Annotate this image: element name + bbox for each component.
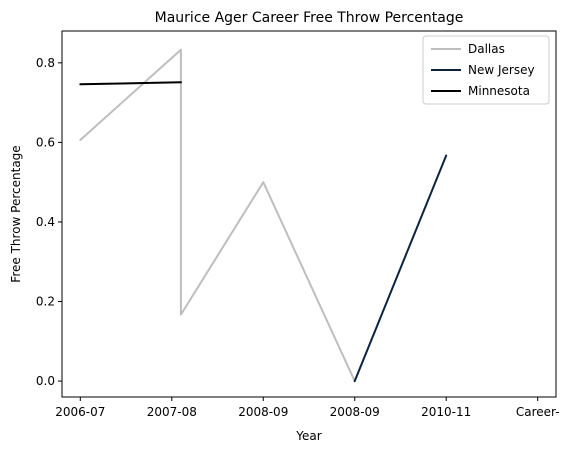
chart-title: Maurice Ager Career Free Throw Percentag…	[155, 10, 464, 26]
x-axis: 2006-07 2007-08 2008-09 2008-09 2010-11 Caree…	[55, 397, 560, 419]
legend: Dallas New Jersey Minnesota	[422, 35, 550, 105]
series-line-dallas	[79, 48, 356, 383]
y-tick-label: 0.8	[36, 56, 55, 70]
legend-label: Minnesota	[468, 84, 530, 98]
plot-area	[61, 30, 557, 398]
y-axis: 0.0 0.2 0.4 0.6 0.8	[36, 56, 62, 388]
x-tick-label: 2008-09	[238, 405, 288, 419]
x-axis-label: Year	[295, 429, 321, 443]
x-tick-label: Career-	[516, 405, 560, 419]
y-tick-label: 0.0	[36, 374, 55, 388]
legend-label: New Jersey	[468, 63, 535, 77]
y-tick-label: 0.6	[36, 135, 55, 149]
series-layer	[79, 48, 448, 383]
series-line-new-jersey	[353, 154, 448, 383]
series-line-minnesota	[79, 81, 182, 86]
y-tick-label: 0.2	[36, 295, 55, 309]
y-axis-label: Free Throw Percentage	[9, 145, 23, 282]
x-tick-label: 2010-11	[421, 405, 471, 419]
y-tick-label: 0.4	[36, 215, 55, 229]
x-tick-label: 2006-07	[55, 405, 105, 419]
legend-label: Dallas	[468, 42, 505, 56]
legend-box	[422, 35, 550, 105]
x-tick-label: 2007-08	[147, 405, 197, 419]
x-tick-label: 2008-09	[330, 405, 380, 419]
